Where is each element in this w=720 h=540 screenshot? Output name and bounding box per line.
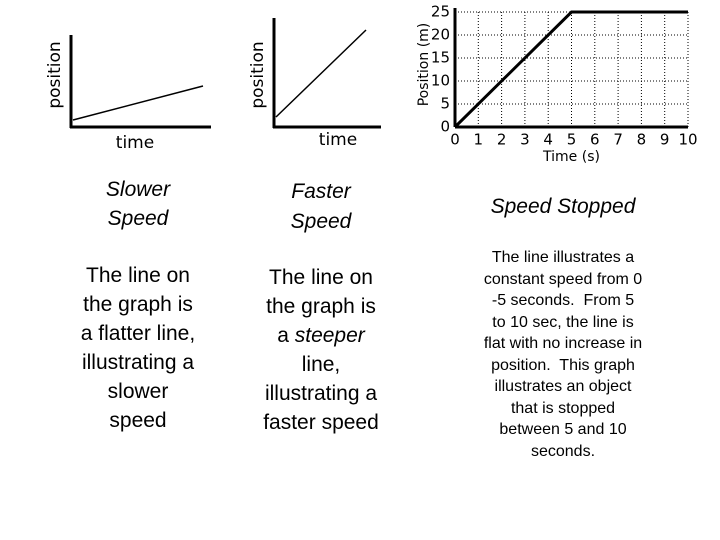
x-tick-label: 8 xyxy=(637,131,647,149)
x-tick-label: 1 xyxy=(474,131,484,149)
body-line: slower xyxy=(108,381,169,402)
y-label: position xyxy=(45,41,65,108)
text: -5 seconds. From 5 xyxy=(491,292,635,309)
body-line: speed xyxy=(109,410,166,431)
heading-line: Speed xyxy=(290,210,352,233)
y-label: Position (m) xyxy=(416,23,432,107)
x-tick-label: 9 xyxy=(660,131,670,149)
body-line: the graph is xyxy=(83,294,193,315)
text: The line illustrates a xyxy=(491,249,635,266)
y-tick-label: 20 xyxy=(431,26,450,44)
text: slower xyxy=(107,380,169,403)
text: illustrating a xyxy=(264,382,378,405)
text: flat with no increase in xyxy=(483,335,643,352)
x-label: time xyxy=(319,130,357,150)
text: seconds. xyxy=(530,442,596,460)
faster-graph: position time xyxy=(248,18,381,150)
text: position. This graph xyxy=(491,356,635,374)
emphasis: steeper xyxy=(294,324,365,347)
text: a xyxy=(277,324,295,347)
y-tick-label: 15 xyxy=(431,49,450,67)
text: a flatter line, xyxy=(80,322,196,345)
body-line: The line illustrates a xyxy=(492,250,634,266)
x-tick-label: 0 xyxy=(450,131,460,149)
x-label: time xyxy=(116,133,154,153)
text: that is stopped xyxy=(510,399,616,417)
x-tick-label: 6 xyxy=(590,131,600,149)
body-line: the graph is xyxy=(266,296,376,317)
text: the graph is xyxy=(83,293,193,316)
text: illustrates an object xyxy=(494,378,632,395)
text: to 10 sec, the line is xyxy=(492,313,634,331)
slower-graph: position time xyxy=(45,35,211,153)
body-line: position. This graph xyxy=(491,356,635,374)
x-label: Time (s) xyxy=(542,149,600,165)
body-line: a flatter line, xyxy=(81,323,195,344)
x-tick-label: 5 xyxy=(567,131,577,149)
y-tick-label: 5 xyxy=(440,95,450,113)
body-line: The line on xyxy=(269,267,373,288)
body-line: constant speed from 0 xyxy=(483,270,643,288)
text: The line on xyxy=(86,264,190,287)
body-line: seconds. xyxy=(530,442,596,460)
body-line: line, xyxy=(302,354,341,375)
text: between 5 and 10 xyxy=(499,421,627,438)
body-line: faster speed xyxy=(263,412,379,433)
y-tick-label: 0 xyxy=(440,118,450,136)
body-line: to 10 sec, the line is xyxy=(492,313,634,331)
x-tick-label: 2 xyxy=(497,131,507,149)
text: line, xyxy=(301,353,341,376)
y-tick-label: 25 xyxy=(431,3,450,21)
heading-line: Slower xyxy=(105,178,171,201)
text: faster speed xyxy=(263,411,379,434)
body-line: that is stopped xyxy=(510,399,616,417)
body-line: -5 seconds. From 5 xyxy=(492,293,634,309)
heading-line: Speed xyxy=(107,207,169,230)
x-tick-label: 10 xyxy=(678,131,697,149)
text: constant speed from 0 xyxy=(483,270,643,288)
x-tick-label: 3 xyxy=(520,131,530,149)
data-line xyxy=(453,10,688,129)
line xyxy=(72,85,204,121)
y-tick-label: 10 xyxy=(431,72,450,90)
body-line: illustrating a xyxy=(82,352,194,373)
body-line: illustrating a xyxy=(265,383,377,404)
text: the graph is xyxy=(266,295,376,318)
line xyxy=(275,29,367,118)
text: illustrating a xyxy=(81,351,195,374)
heading-line: Faster xyxy=(291,180,351,203)
heading-line: Speed Stopped xyxy=(490,195,636,218)
text: speed xyxy=(109,409,167,432)
x-tick-label: 4 xyxy=(543,131,553,149)
x-tick-label: 7 xyxy=(613,131,623,149)
y-label: position xyxy=(248,41,268,108)
body-line: between 5 and 10 xyxy=(499,422,626,438)
body-line: illustrates an object xyxy=(495,379,632,395)
body-line: flat with no increase in xyxy=(484,336,642,352)
body-line: The line on xyxy=(86,265,190,286)
text: The line on xyxy=(269,266,373,289)
body-line: a steeper xyxy=(277,325,365,346)
